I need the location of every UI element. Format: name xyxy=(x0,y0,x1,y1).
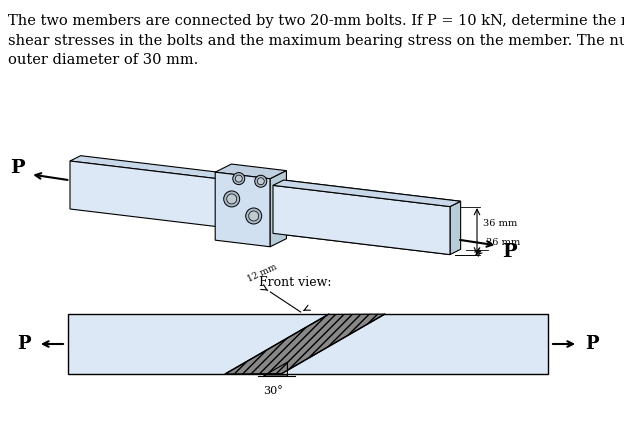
Circle shape xyxy=(249,211,259,221)
Text: 12 mm: 12 mm xyxy=(246,263,278,284)
Polygon shape xyxy=(273,180,461,207)
Text: P: P xyxy=(585,335,599,353)
Circle shape xyxy=(223,191,240,207)
Circle shape xyxy=(255,175,266,187)
Circle shape xyxy=(235,175,242,182)
Text: 36 mm: 36 mm xyxy=(485,238,520,247)
Polygon shape xyxy=(270,171,286,247)
Text: 30°: 30° xyxy=(263,386,283,396)
Polygon shape xyxy=(225,314,385,374)
Polygon shape xyxy=(450,201,461,255)
Text: Front view:: Front view: xyxy=(259,276,331,289)
Text: The two members are connected by two 20-mm bolts. If P = 10 kN, determine the no: The two members are connected by two 20-… xyxy=(8,14,624,67)
FancyBboxPatch shape xyxy=(68,314,548,374)
Text: 36 mm: 36 mm xyxy=(483,219,517,228)
Circle shape xyxy=(227,194,236,204)
Polygon shape xyxy=(70,156,461,207)
Text: P: P xyxy=(502,243,517,260)
Polygon shape xyxy=(273,185,450,255)
Circle shape xyxy=(233,173,245,184)
Circle shape xyxy=(246,208,261,224)
Text: P: P xyxy=(10,159,24,178)
Circle shape xyxy=(257,178,264,185)
Polygon shape xyxy=(215,172,270,247)
Text: P: P xyxy=(17,335,31,353)
Polygon shape xyxy=(70,161,450,255)
Polygon shape xyxy=(215,164,286,179)
